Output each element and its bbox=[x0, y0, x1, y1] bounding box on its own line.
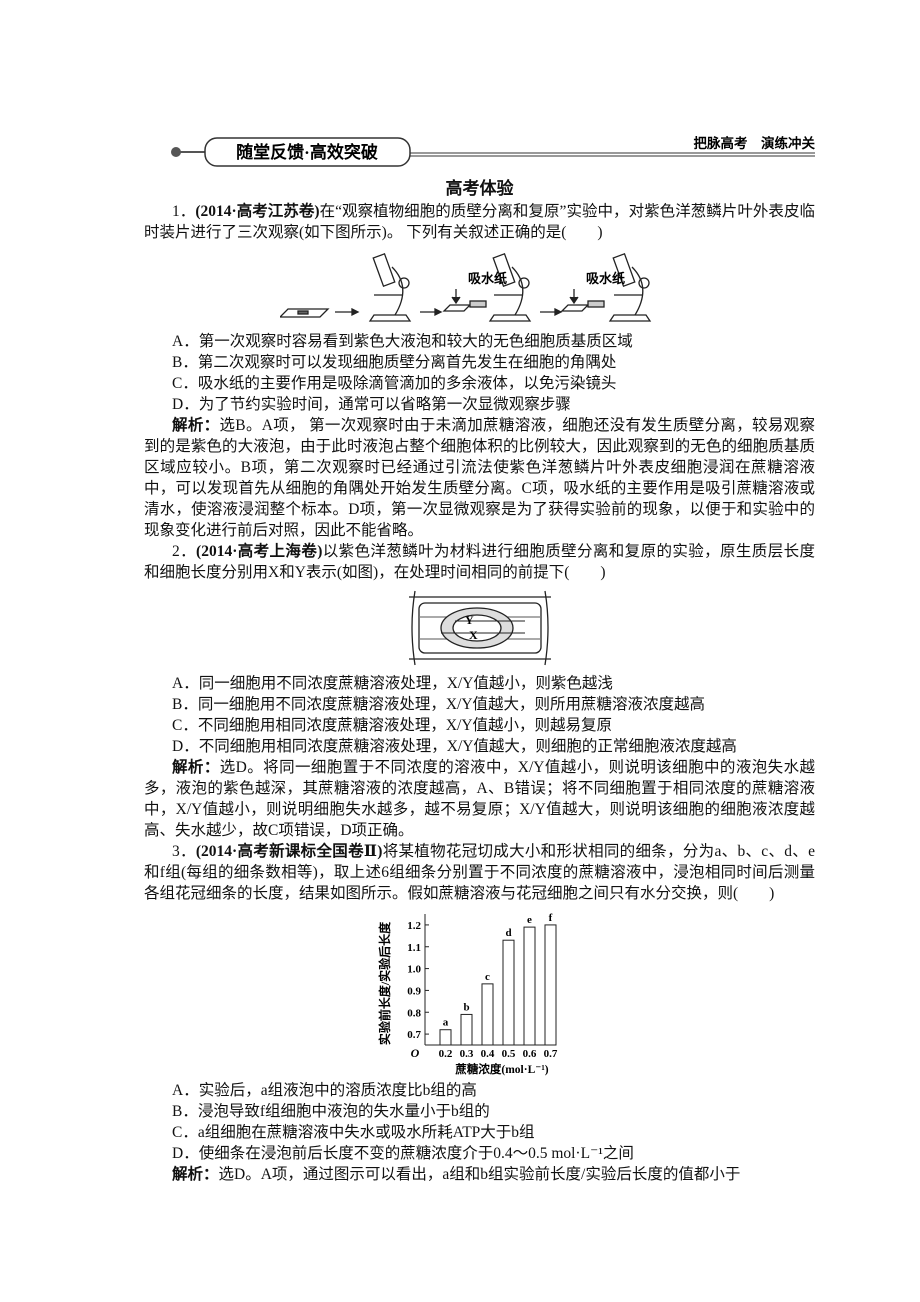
bar bbox=[544, 924, 556, 1046]
bar-label: f bbox=[548, 912, 552, 924]
microscope-figure: 吸水纸 吸水纸 bbox=[279, 253, 651, 322]
q-text: 以紫色洋葱鳞叶为材料进行细胞质壁分离和复原的实验，原生质层长度和细胞长度分别用X… bbox=[144, 543, 815, 581]
figure-label: X bbox=[469, 628, 478, 642]
x-axis-label: 蔗糖浓度(mol·L⁻¹) bbox=[454, 1062, 548, 1076]
banner-box bbox=[204, 137, 411, 167]
q-number: 1． bbox=[172, 203, 196, 220]
analysis-text: 选D。将同一细胞置于不同浓度的溶液中，X/Y值越小，则说明该细胞中的液泡失水越多… bbox=[144, 759, 815, 839]
analysis-label: 解析： bbox=[172, 759, 220, 776]
q-source: (2014·高考新课标全国卷Ⅱ) bbox=[195, 843, 383, 860]
header-right: 把脉高考 演练冲关 bbox=[694, 135, 816, 151]
option: A．实验后，a组液泡中的溶质浓度比b组的高 bbox=[172, 1082, 477, 1099]
option: A．同一细胞用不同浓度蔗糖溶液处理，X/Y值越小，则紫色越浅 bbox=[172, 675, 613, 692]
analysis-label: 解析： bbox=[172, 1166, 219, 1183]
x-tick-label: 0.4 bbox=[480, 1048, 494, 1060]
figure-label: 吸水纸 bbox=[586, 271, 625, 286]
bar-label: e bbox=[527, 914, 532, 926]
bar bbox=[460, 1013, 472, 1046]
cell-figure: Y X bbox=[408, 590, 551, 666]
x-tick-label: 0.5 bbox=[501, 1048, 515, 1060]
y-tick-label: 1.1 bbox=[407, 942, 421, 954]
y-tick-label: 1.2 bbox=[407, 920, 421, 932]
y-tick-label: 0.9 bbox=[407, 985, 421, 997]
bar bbox=[481, 983, 493, 1046]
x-tick-label: 0.6 bbox=[522, 1048, 536, 1060]
y-tick-label: 0.8 bbox=[407, 1007, 421, 1019]
q-number: 3． bbox=[172, 843, 196, 860]
option: D．不同细胞用相同浓度蔗糖溶液处理，X/Y值越大，则细胞的正常细胞液浓度越高 bbox=[172, 738, 737, 755]
header: 随堂反馈·高效突破 把脉高考 演练冲关 bbox=[171, 135, 816, 167]
banner: 随堂反馈·高效突破 bbox=[236, 142, 378, 162]
bar-label: c bbox=[485, 971, 490, 983]
option: C．吸水纸的主要作用是吸除滴管滴加的多余液体，以免污染镜头 bbox=[172, 375, 617, 392]
figure-label: Y bbox=[465, 613, 474, 627]
origin-label: O bbox=[410, 1046, 419, 1060]
y-tick-label: 0.7 bbox=[407, 1029, 421, 1041]
q-source: (2014·高考上海卷) bbox=[196, 543, 323, 560]
option: C．a组细胞在蔗糖溶液中失水或吸水所耗ATP大于b组 bbox=[172, 1124, 535, 1141]
content: 高考体验 1．(2014·高考江苏卷)在“观察植物细胞的质壁分离和复原”实验中，… bbox=[144, 178, 815, 1185]
q-number: 2． bbox=[172, 543, 197, 560]
analysis-text: 选D。A项，通过图示可以看出，a组和b组实验前长度/实验后长度的值都小于 bbox=[218, 1166, 741, 1183]
y-tick-label: 1.0 bbox=[407, 964, 421, 976]
analysis: 解析：选D。A项，通过图示可以看出，a组和b组实验前长度/实验后长度的值都小于 bbox=[144, 1164, 815, 1185]
bar bbox=[523, 926, 535, 1046]
question-stem: 2．(2014·高考上海卷)以紫色洋葱鳞叶为材料进行细胞质壁分离和复原的实验，原… bbox=[144, 541, 815, 583]
option: D．使细条在浸泡前后长度不变的蔗糖浓度介于0.4～0.5 mol·L⁻¹之间 bbox=[172, 1145, 634, 1162]
y-axis-label: 实验前长度/实验后长度 bbox=[377, 921, 392, 1045]
x-tick-label: 0.3 bbox=[459, 1048, 473, 1060]
bar bbox=[502, 939, 514, 1046]
analysis: 解析：选B。A项， 第一次观察时由于未滴加蔗糖溶液，细胞还没有发生质壁分离，较易… bbox=[144, 415, 815, 541]
option: A．第一次观察时容易看到紫色大液泡和较大的无色细胞质基质区域 bbox=[172, 333, 633, 350]
bar-label: d bbox=[505, 927, 511, 939]
bar-label: a bbox=[442, 1017, 448, 1029]
option: B．第二次观察时可以发现细胞质壁分离首先发生在细胞的角隅处 bbox=[172, 354, 617, 371]
analysis-text: 选B。A项， 第一次观察时由于未滴加蔗糖溶液，细胞还没有发生质壁分离，较易观察到… bbox=[144, 417, 815, 539]
question-stem: 3．(2014·高考新课标全国卷Ⅱ)将某植物花冠切成大小和形状相同的细条，分为a… bbox=[144, 841, 815, 904]
bar-label: b bbox=[463, 1001, 469, 1013]
section-title: 高考体验 bbox=[445, 179, 514, 198]
option: D．为了节约实验时间，通常可以省略第一次显微观察步骤 bbox=[172, 396, 571, 413]
analysis-label: 解析： bbox=[172, 417, 220, 434]
figure-label: 吸水纸 bbox=[468, 271, 507, 286]
bar bbox=[439, 1029, 451, 1046]
option: B．同一细胞用不同浓度蔗糖溶液处理，X/Y值越大，则所用蔗糖溶液浓度越高 bbox=[172, 696, 706, 713]
q-source: (2014·高考江苏卷) bbox=[195, 203, 320, 220]
q-text: 在“观察植物细胞的质壁分离和复原”实验中，对紫色洋葱鳞片叶外表皮临时装片进行了三… bbox=[144, 203, 815, 241]
q-text: 将某植物花冠切成大小和形状相同的细条，分为a、b、c、d、e和f组(每组的细条数… bbox=[144, 843, 815, 902]
option: C．不同细胞用相同浓度蔗糖溶液处理，X/Y值越小，则越易复原 bbox=[172, 717, 613, 734]
question-stem: 1．(2014·高考江苏卷)在“观察植物细胞的质壁分离和复原”实验中，对紫色洋葱… bbox=[144, 201, 815, 243]
x-tick-label: 0.2 bbox=[438, 1048, 452, 1060]
chart: O 0.7 0.8 0.9 1.0 1.1 1.2 a 0.2 b 0.3 c 0.4 d 0.5 e 0.6 f… bbox=[377, 912, 558, 1076]
x-tick-label: 0.7 bbox=[543, 1048, 557, 1060]
option: B．浸泡导致f组细胞中液泡的失水量小于b组的 bbox=[172, 1103, 490, 1120]
analysis: 解析：选D。将同一细胞置于不同浓度的溶液中，X/Y值越小，则说明该细胞中的液泡失… bbox=[144, 757, 815, 841]
